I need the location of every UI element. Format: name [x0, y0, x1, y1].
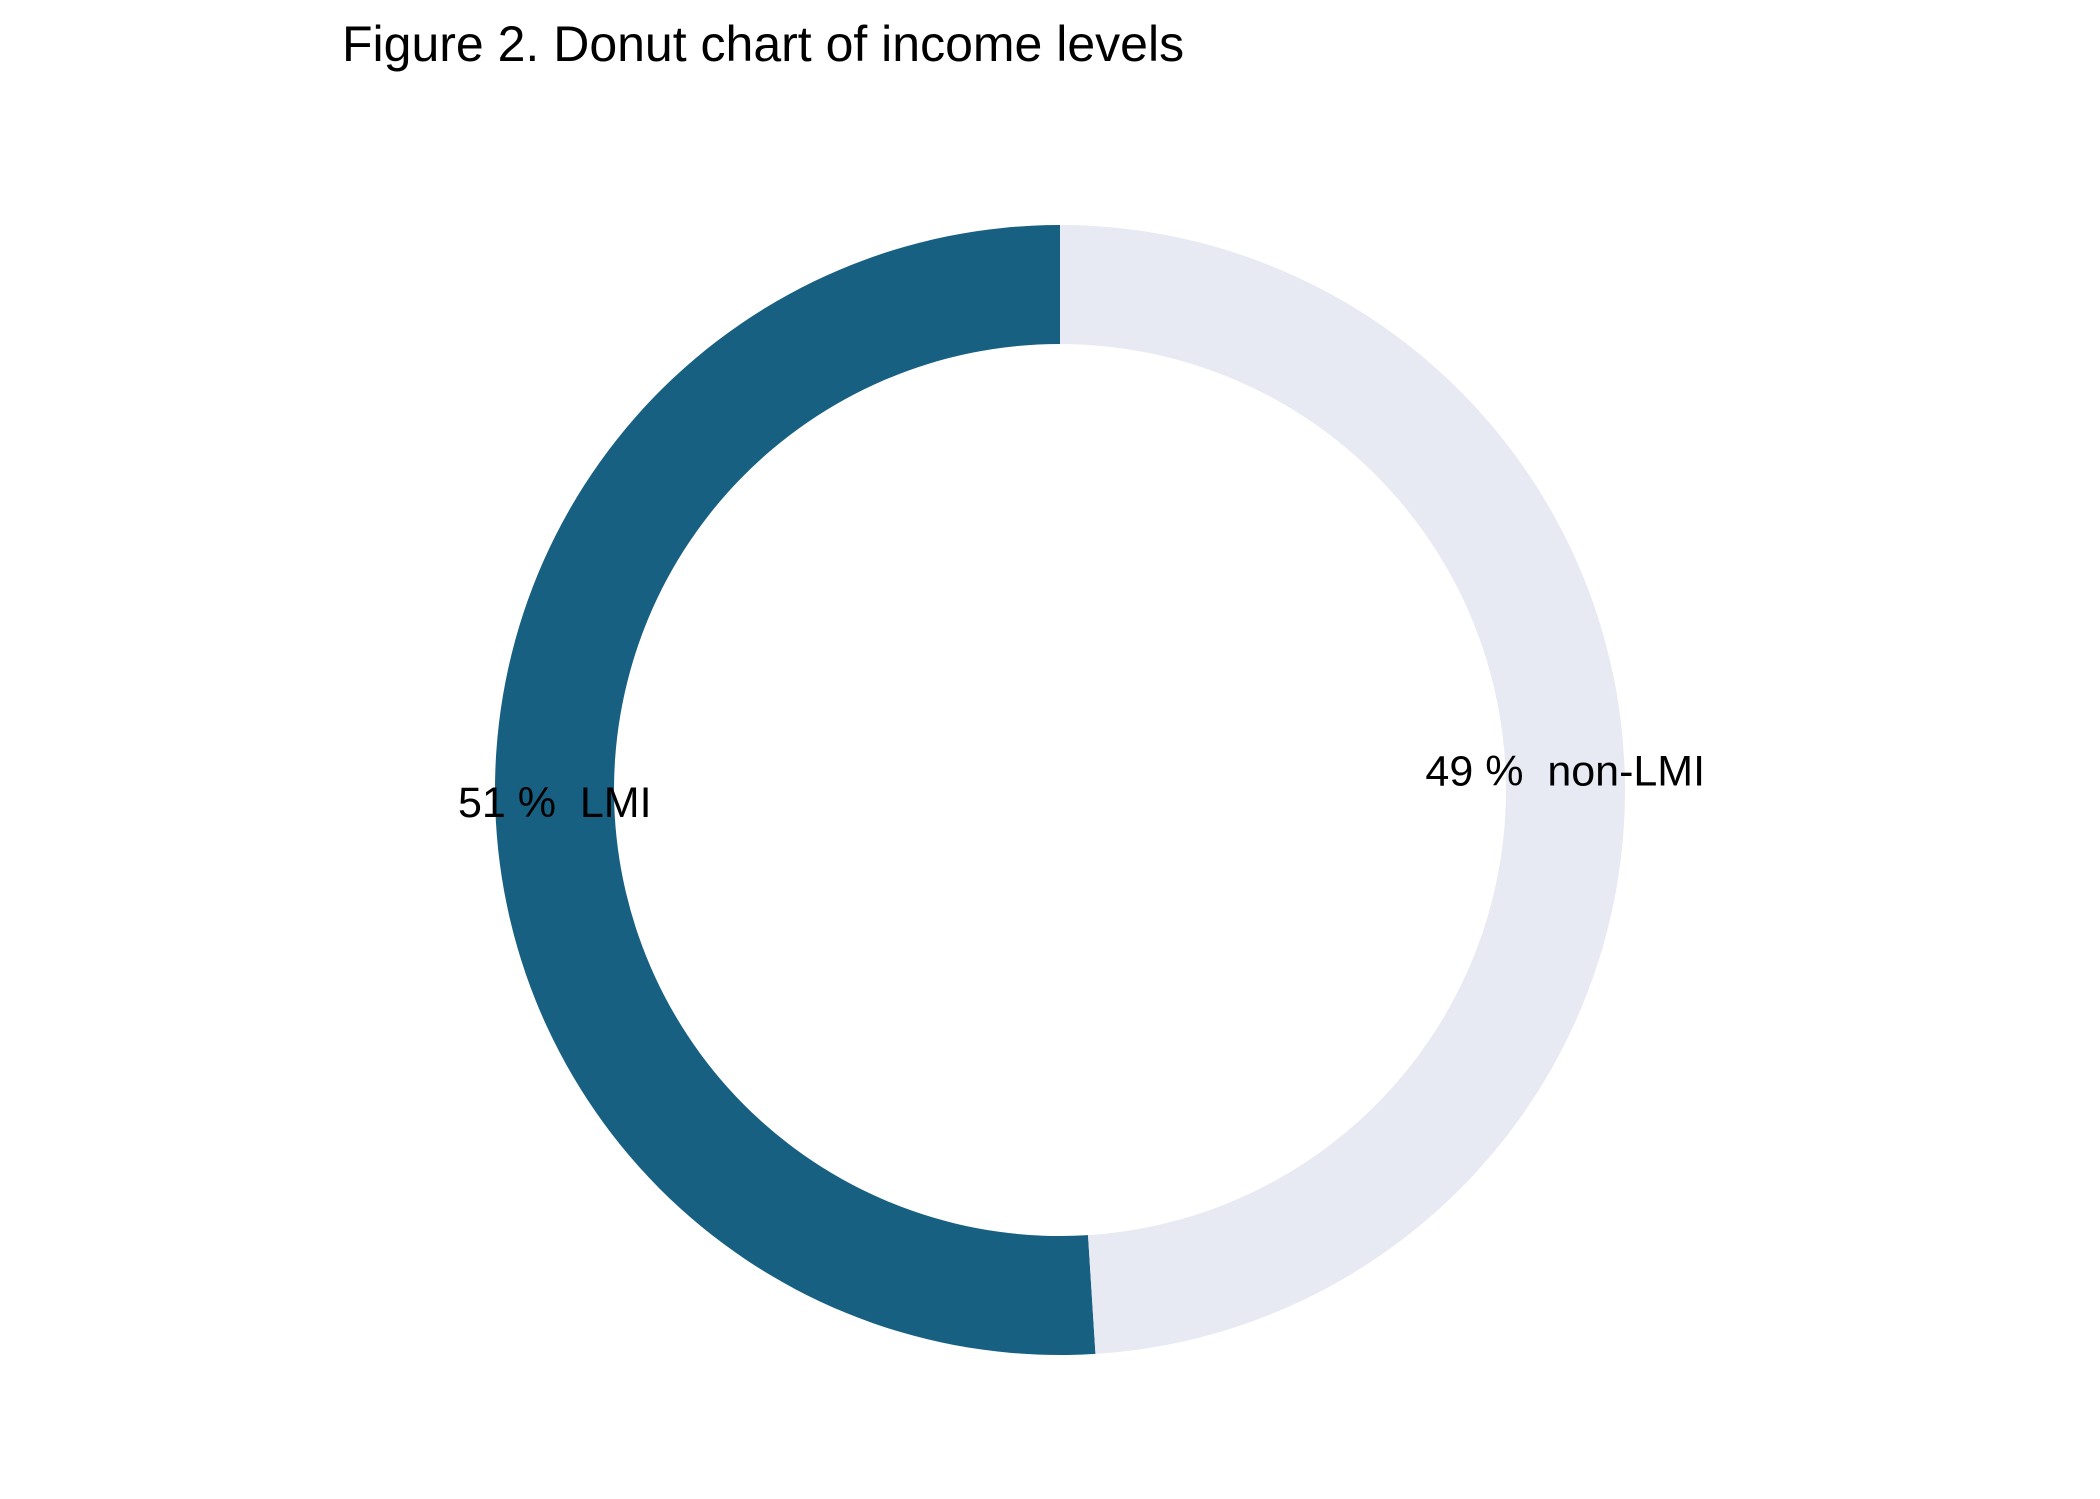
donut-slice-non-lmi [1060, 225, 1626, 1354]
slice-label-non-lmi: 49 % non-LMI [1425, 747, 1705, 795]
chart-title: Figure 2. Donut chart of income levels [342, 16, 1185, 72]
donut-slice-lmi [495, 225, 1096, 1355]
donut-labels: 51 % LMI 49 % non-LMI [458, 747, 1705, 827]
slice-label-lmi: 51 % LMI [458, 779, 652, 827]
donut-slices [495, 225, 1626, 1355]
